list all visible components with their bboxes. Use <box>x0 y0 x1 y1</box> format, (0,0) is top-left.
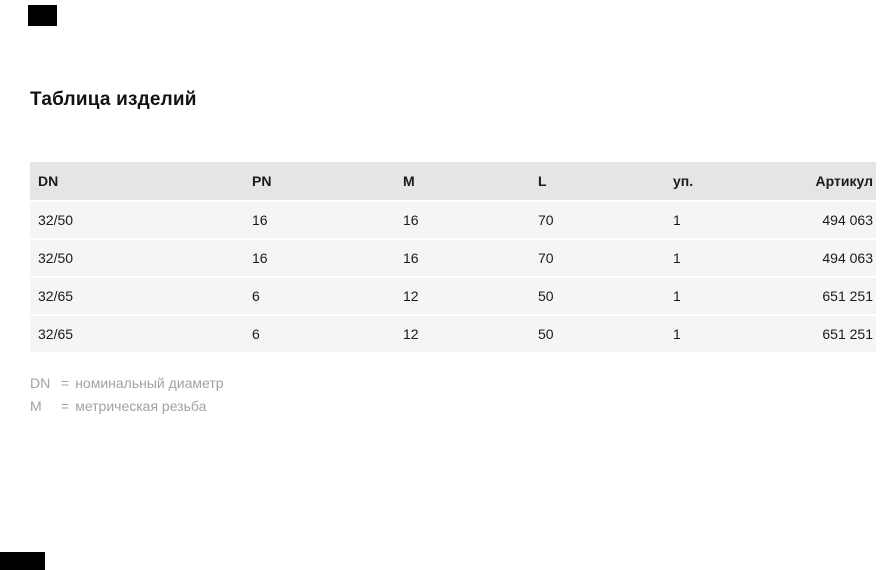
table-cell: 16 <box>252 212 268 228</box>
table-cell: 6 <box>252 326 260 342</box>
column-header-уп.: уп. <box>673 173 694 189</box>
table-cell: 494 063 <box>822 250 873 266</box>
table-cell: 16 <box>252 250 268 266</box>
table-cell: 32/50 <box>38 250 74 266</box>
legend-definition: номинальный диаметр <box>75 375 224 391</box>
column-header-l: L <box>538 173 547 189</box>
table-cell: 32/65 <box>38 326 74 342</box>
table-cell: 1 <box>673 326 681 342</box>
table-row: 32/65 6 12 50 1 651 251 <box>30 316 876 352</box>
bottom-left-black-mark <box>0 552 45 570</box>
table-cell: 70 <box>538 250 554 266</box>
table-cell: 32/50 <box>38 212 74 228</box>
table-cell: 651 251 <box>822 326 873 342</box>
table-cell: 1 <box>673 250 681 266</box>
top-left-black-mark <box>28 5 57 26</box>
legend-definition: метрическая резьба <box>75 398 207 414</box>
table-body: 32/50 16 16 70 1 494 063 32/50 16 16 70 1 494 063 32… <box>30 202 876 352</box>
legend-equals: = <box>61 375 70 391</box>
legend-equals: = <box>61 398 70 414</box>
column-header-m: M <box>403 173 415 189</box>
legend-abbr: DN <box>30 375 51 391</box>
table-cell: 651 251 <box>822 288 873 304</box>
column-header-артикул: Артикул <box>815 173 873 189</box>
table-cell: 16 <box>403 212 419 228</box>
table-cell: 1 <box>673 288 681 304</box>
page-title: Таблица изделий <box>30 89 197 110</box>
table-cell: 12 <box>403 288 419 304</box>
table-cell: 50 <box>538 326 554 342</box>
column-header-pn: PN <box>252 173 272 189</box>
table-row: 32/50 16 16 70 1 494 063 <box>30 202 876 238</box>
legend-line: DN = номинальный диаметр <box>30 372 224 395</box>
table-row: 32/50 16 16 70 1 494 063 <box>30 240 876 276</box>
table-row: 32/65 6 12 50 1 651 251 <box>30 278 876 314</box>
table-cell: 494 063 <box>822 212 873 228</box>
legend-line: M = метрическая резьба <box>30 395 224 418</box>
legend-abbr: M <box>30 398 42 414</box>
table-cell: 32/65 <box>38 288 74 304</box>
table-cell: 70 <box>538 212 554 228</box>
table-cell: 1 <box>673 212 681 228</box>
table-cell: 12 <box>403 326 419 342</box>
table-cell: 16 <box>403 250 419 266</box>
table-cell: 50 <box>538 288 554 304</box>
column-header-dn: DN <box>38 173 59 189</box>
table-cell: 6 <box>252 288 260 304</box>
abbreviation-legend: DN = номинальный диаметр M = метрическая резь… <box>30 372 224 418</box>
